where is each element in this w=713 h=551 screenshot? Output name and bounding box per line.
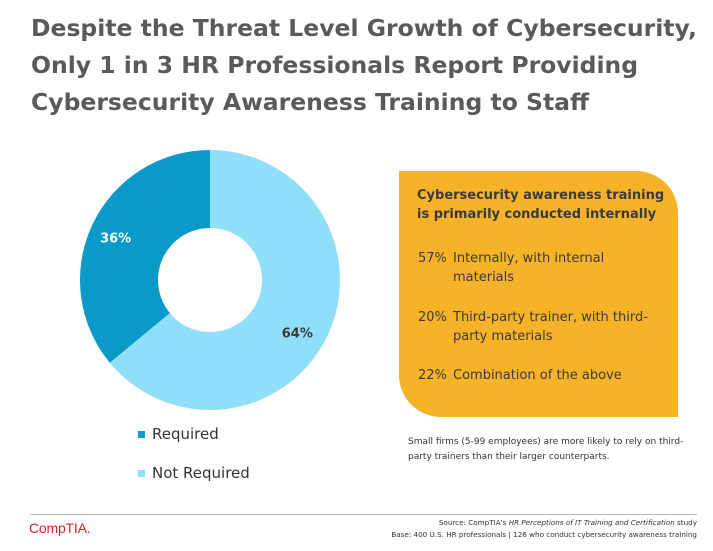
card-item-pct: 20%: [418, 310, 447, 325]
legend-item-not-required: Not Required: [138, 463, 250, 483]
source-line: Source: CompTIA's HR Perceptions of IT T…: [391, 517, 697, 529]
legend-item-required: Required: [138, 424, 250, 444]
legend-swatch-not-required: [138, 469, 145, 477]
donut-slice-required: [80, 150, 210, 363]
legend-label-not-required: Not Required: [152, 464, 250, 482]
source-title: HR Perceptions of IT Training and Certif…: [508, 518, 675, 527]
legend-label-required: Required: [152, 425, 219, 443]
legend-swatch-required: [138, 430, 145, 438]
donut-chart: 36% 64%: [80, 150, 340, 410]
card-item-text: Combination of the above: [453, 368, 622, 383]
card-item-pct: 22%: [418, 368, 447, 383]
donut-data-label-required: 36%: [100, 231, 131, 246]
training-callout-card: Cybersecurity awareness training is prim…: [399, 171, 678, 417]
card-item-third-party: 20% Third-party trainer, with third-part…: [418, 308, 668, 346]
chart-title: Despite the Threat Level Growth of Cyber…: [31, 14, 697, 116]
donut-data-label-not-required: 64%: [282, 327, 313, 342]
donut-slice-not-required: [109, 150, 340, 410]
card-item-text: Third-party trainer, with third-party ma…: [453, 310, 648, 344]
card-item-internal: 57% Internally, with internal materials: [418, 249, 668, 287]
legend: Required Not Required: [138, 424, 250, 502]
footnote-small-firms: Small firms (5-99 employees) are more li…: [408, 437, 684, 462]
card-item-combination: 22% Combination of the above: [418, 366, 668, 385]
card-item-pct: 57%: [418, 251, 447, 266]
source-note: Source: CompTIA's HR Perceptions of IT T…: [391, 517, 697, 541]
card-heading: Cybersecurity awareness training is prim…: [417, 188, 665, 222]
base-line: Base: 400 U.S. HR professionals | 126 wh…: [391, 530, 697, 539]
source-suffix: study: [674, 518, 697, 527]
source-prefix: Source: CompTIA's: [438, 518, 509, 527]
card-item-text: Internally, with internal materials: [453, 251, 605, 285]
comptia-logo: CompTIA.: [29, 520, 91, 536]
footer-divider: [30, 514, 697, 515]
